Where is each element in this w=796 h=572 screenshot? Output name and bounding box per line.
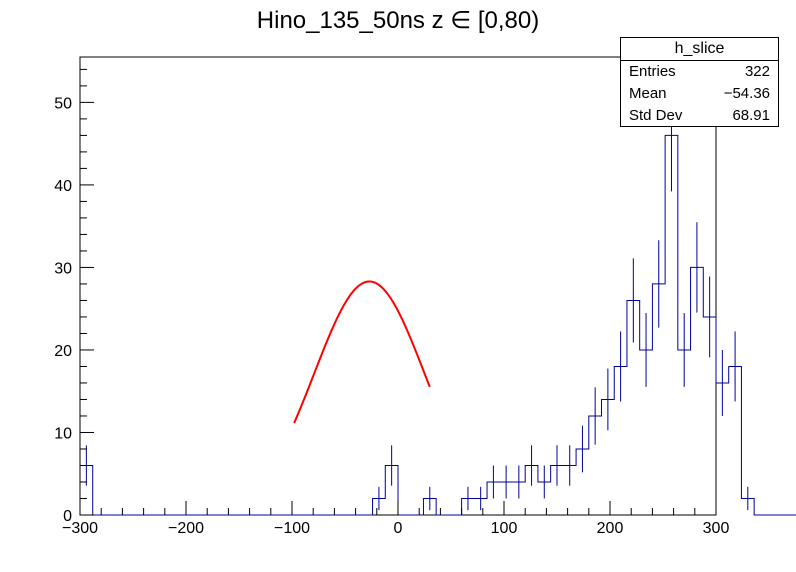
x-tick-label: −100 xyxy=(274,520,310,537)
stats-entries-label: Entries xyxy=(629,61,676,83)
x-tick-label: 100 xyxy=(491,520,518,537)
stats-mean-label: Mean xyxy=(629,83,667,105)
y-tick-label: 40 xyxy=(54,178,72,195)
stats-title: h_slice xyxy=(621,38,778,61)
stats-row-mean: Mean −54.36 xyxy=(621,83,778,105)
y-tick-label: 50 xyxy=(54,95,72,112)
gaussian-fit-curve xyxy=(294,281,430,423)
y-tick-label: 10 xyxy=(54,425,72,442)
x-tick-label: −200 xyxy=(168,520,204,537)
y-tick-label: 0 xyxy=(63,508,72,525)
stats-row-stddev: Std Dev 68.91 xyxy=(621,105,778,127)
stats-mean-value: −54.36 xyxy=(724,83,770,105)
stats-row-entries: Entries 322 xyxy=(621,61,778,83)
x-tick-label: 0 xyxy=(394,520,403,537)
y-tick-label: 30 xyxy=(54,260,72,277)
y-tick-label: 20 xyxy=(54,343,72,360)
x-tick-label: 200 xyxy=(597,520,624,537)
stats-box: h_slice Entries 322 Mean −54.36 Std Dev … xyxy=(620,37,779,127)
x-tick-label: 300 xyxy=(703,520,730,537)
stats-stddev-label: Std Dev xyxy=(629,105,682,127)
histogram-outline xyxy=(80,135,796,515)
stats-stddev-value: 68.91 xyxy=(732,105,770,127)
stats-entries-value: 322 xyxy=(745,61,770,83)
